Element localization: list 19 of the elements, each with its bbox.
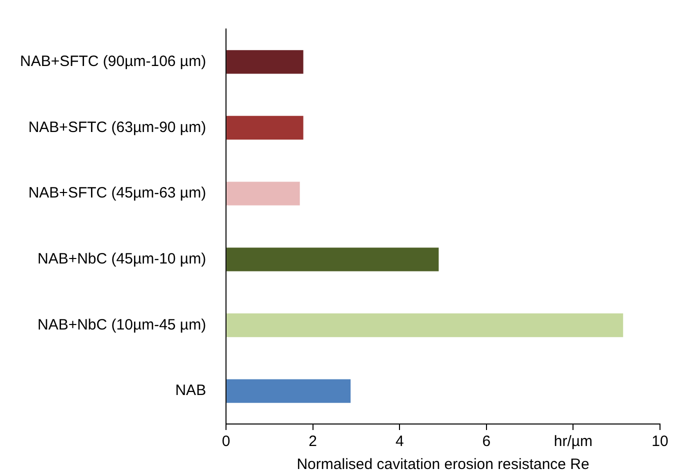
x-tick-label: 6 (482, 433, 491, 450)
y-tick-label: NAB+SFTC (63µm-90 µm) (28, 118, 206, 136)
y-tick-label: NAB+NbC (45µm-10 µm) (37, 250, 206, 268)
x-tick-label: 2 (308, 433, 318, 450)
x-axis-title: Normalised cavitation erosion resistance Re (296, 456, 590, 472)
x-tick-label: hr/µm (554, 433, 593, 450)
x-tick-label: 0 (222, 433, 230, 450)
y-tick-label: NAB (175, 382, 206, 400)
bar (226, 379, 351, 403)
bar (226, 182, 300, 206)
y-tick-label: NAB+SFTC (45µm-63 µm) (28, 184, 206, 202)
x-tick-label: 4 (395, 433, 404, 450)
bar (226, 313, 624, 338)
bar (226, 50, 304, 74)
y-tick-label: NAB+SFTC (90µm-106 µm) (20, 53, 206, 70)
bar (226, 116, 304, 140)
bar (226, 248, 439, 272)
y-tick-label: NAB+NbC (10µm-45 µm) (37, 316, 206, 334)
x-tick-label: 10 (652, 433, 668, 450)
